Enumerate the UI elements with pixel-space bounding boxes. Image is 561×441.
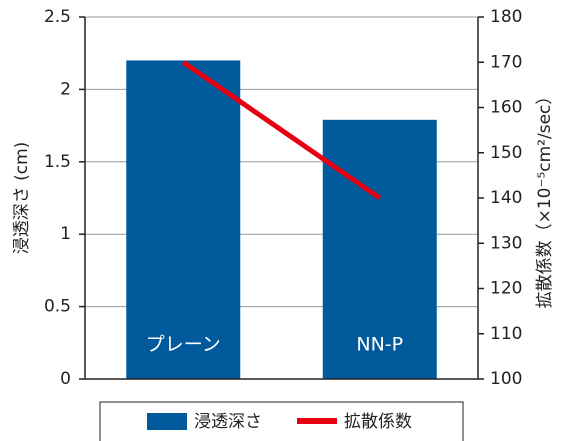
line: [181, 60, 382, 201]
y2-tick-label: 160: [490, 98, 522, 118]
bar: [126, 60, 241, 379]
y2-tick-label: 130: [490, 233, 522, 253]
category-label: NN-P: [356, 334, 403, 356]
y-tick-label: 1: [60, 224, 71, 244]
y2-tick-label: 170: [490, 52, 522, 72]
legend-swatch: [147, 413, 187, 430]
y2-tick-label: 100: [490, 369, 522, 389]
y2-tick-label: 150: [490, 143, 522, 163]
bar: [322, 119, 437, 380]
y-tick-label: 2: [60, 79, 71, 99]
y2-axis-title: 拡散係数（×10⁻⁵cm²/sec）: [535, 88, 555, 309]
y-tick-label: 0: [60, 369, 71, 389]
y-tick-label: 2.5: [44, 7, 71, 27]
y2-tick-label: 140: [490, 188, 522, 208]
legend-box: [99, 401, 464, 441]
y2-tick-label: 120: [490, 279, 522, 299]
y2-tick-label: 180: [490, 7, 522, 27]
y-axis-title: 浸透深さ (cm): [12, 142, 32, 255]
legend-label: 拡散係数: [344, 412, 412, 432]
legend-label: 浸透深さ: [194, 412, 262, 432]
y-tick-label: 0.5: [44, 297, 71, 317]
y-tick-label: 1.5: [44, 152, 71, 172]
y2-tick-label: 110: [490, 324, 522, 344]
category-label: プレーン: [146, 334, 221, 356]
